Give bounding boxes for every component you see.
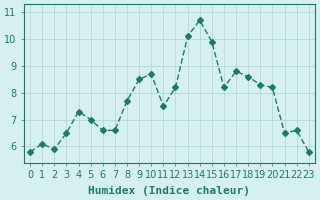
X-axis label: Humidex (Indice chaleur): Humidex (Indice chaleur)	[88, 186, 251, 196]
